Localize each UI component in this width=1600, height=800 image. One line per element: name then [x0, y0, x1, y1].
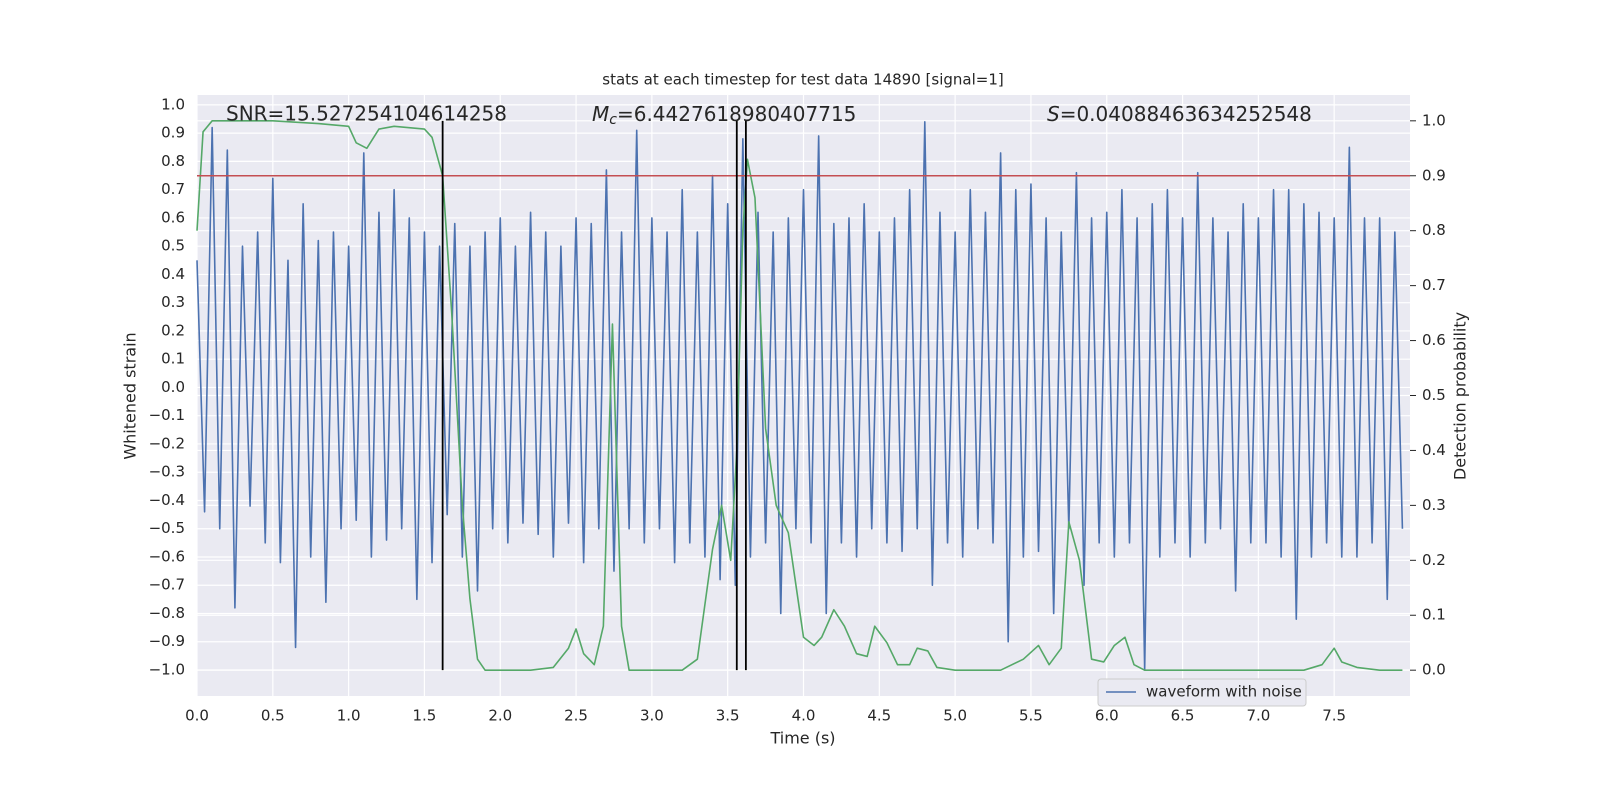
y2-axis-label: Detection probability	[1451, 312, 1470, 480]
x-tick-label: 3.0	[640, 707, 664, 725]
s-value: =0.04088463634252548	[1060, 102, 1312, 126]
mc-subscript: c	[609, 112, 617, 128]
legend: waveform with noise	[1097, 678, 1307, 707]
y2-tick-label: 0.8	[1422, 221, 1446, 239]
y-tick-label: −0.6	[149, 547, 185, 565]
y-tick-label: 0.5	[161, 237, 185, 255]
y-tick-label: −0.7	[149, 576, 185, 594]
y2-tick-label: 0.2	[1422, 551, 1446, 569]
x-tick-label: 6.5	[1171, 707, 1195, 725]
y-tick-label: 0.6	[161, 208, 185, 226]
y-tick-label: 0.3	[161, 293, 185, 311]
y-tick-label: 0.1	[161, 350, 185, 368]
y2-tick-label: 0.1	[1422, 606, 1446, 624]
x-tick-label: 5.5	[1019, 707, 1043, 725]
x-tick-label: 1.0	[337, 707, 361, 725]
series-line	[196, 121, 1404, 671]
y-axis-label: Whitened strain	[121, 332, 140, 459]
x-tick-label: 4.5	[867, 707, 891, 725]
y-tick-label: −0.1	[149, 406, 185, 424]
y2-tick-label: 0.7	[1422, 276, 1446, 294]
x-tick-label: 2.5	[564, 707, 588, 725]
y-tick-label: 0.2	[161, 321, 185, 339]
x-tick-label: 1.5	[413, 707, 437, 725]
y-tick-label: −0.8	[149, 604, 185, 622]
snr-annotation: SNR=15.527254104614258	[226, 102, 507, 126]
y-tick-label: −0.5	[149, 519, 185, 537]
x-tick-label: 3.5	[716, 707, 740, 725]
marks	[196, 120, 1410, 671]
y-tick-label: −0.3	[149, 463, 185, 481]
y2-tick-label: 0.4	[1422, 441, 1446, 459]
mc-annotation: Mc=6.4427618980407715	[592, 102, 856, 129]
y-tick-label: 0.9	[161, 124, 185, 142]
x-axis-label: Time (s)	[769, 729, 835, 748]
labels: 0.0 0.5 1.0 1.5 2.0 2.5 3.0 3.5 4.0 4.5 5.0 5.5 6.0 6…	[149, 95, 1446, 724]
x-tick-label: 7.5	[1322, 707, 1346, 725]
y2-tick-label: 0.5	[1422, 386, 1446, 404]
y-tick-label: 0.4	[161, 265, 185, 283]
y-tick-label: −0.9	[149, 632, 185, 650]
y2-tick-label: 0.6	[1422, 331, 1446, 349]
x-tick-label: 0.5	[261, 707, 285, 725]
y-tick-label: 0.8	[161, 152, 185, 170]
y2-tick-label: 0.9	[1422, 166, 1446, 184]
x-tick-label: 7.0	[1246, 707, 1270, 725]
x-tick-label: 2.0	[488, 707, 512, 725]
x-tick-label: 0.0	[185, 707, 209, 725]
x-tick-label: 6.0	[1095, 707, 1119, 725]
y-tick-label: 1.0	[161, 95, 185, 113]
y2-tick-label: 1.0	[1422, 111, 1446, 129]
s-annotation: S=0.04088463634252548	[1047, 102, 1312, 126]
legend-box	[1097, 678, 1307, 707]
mc-symbol: M	[592, 102, 609, 126]
y2-tick-label: 0.0	[1422, 661, 1446, 679]
series-line	[196, 120, 1403, 671]
y-tick-label: 0.7	[161, 180, 185, 198]
s-symbol: S	[1047, 102, 1060, 126]
chart-title: stats at each timestep for test data 148…	[602, 71, 1003, 89]
y-tick-label: −0.4	[149, 491, 185, 509]
mc-value: =6.4427618980407715	[617, 102, 856, 126]
y-tick-label: −0.2	[149, 434, 185, 452]
legend-label: waveform with noise	[1146, 683, 1302, 701]
y2-tick-label: 0.3	[1422, 496, 1446, 514]
x-tick-label: 5.0	[943, 707, 967, 725]
y-tick-label: −1.0	[149, 661, 185, 679]
y-tick-label: 0.0	[161, 378, 185, 396]
x-tick-label: 4.0	[792, 707, 816, 725]
